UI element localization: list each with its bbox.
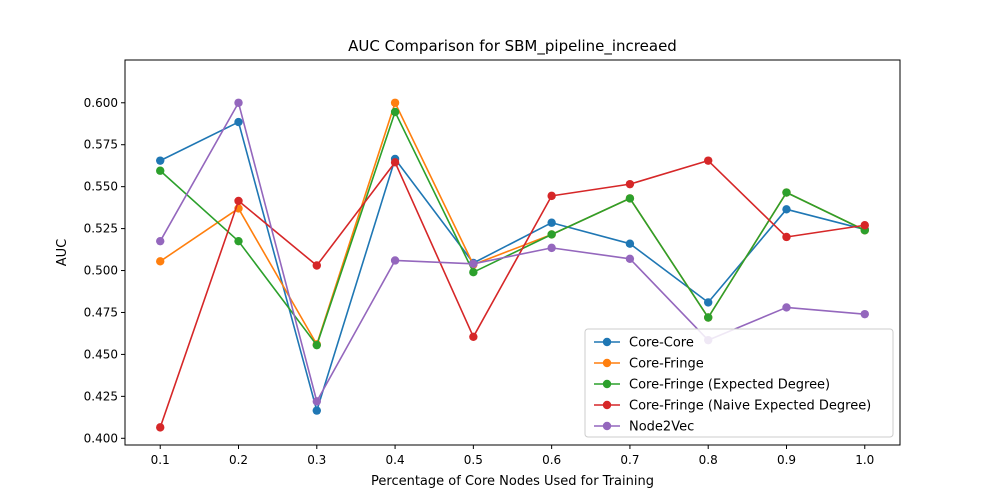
- legend-box: [584, 328, 894, 438]
- legend-marker-swatch: [602, 400, 612, 410]
- x-axis-label: Percentage of Core Nodes Used for Traini…: [371, 474, 654, 489]
- data-point-core-fringe-naive-expected-degree: [782, 232, 791, 242]
- data-point-node2vec: [547, 243, 556, 253]
- series-line-core-fringe-naive-expected-degree: [159, 159, 865, 428]
- chart-legend: Core-Core Core-Fringe Core-Fringe (Expecte…: [584, 328, 894, 438]
- y-tick-label: 0.475: [84, 305, 118, 319]
- x-tick-label: 0.4: [386, 453, 405, 467]
- legend-marker-swatch: [602, 358, 612, 368]
- legend-label: Core-Fringe (Naive Expected Degree): [629, 399, 871, 414]
- data-point-core-fringe-expected-degree: [390, 107, 400, 117]
- y-tick-label: 0.600: [84, 96, 118, 110]
- data-point-core-core: [234, 117, 243, 127]
- y-axis-ticks: 0.400 0.425 0.450 0.475 0.500 0.525 0.550 0.575…: [84, 96, 125, 445]
- data-point-core-fringe-naive-expected-degree: [390, 158, 400, 167]
- series-core-fringe-expected-degree: [156, 107, 869, 350]
- y-tick-label: 0.400: [84, 431, 118, 445]
- legend-item: Node2Vec: [594, 420, 694, 435]
- y-tick-label: 0.550: [84, 180, 118, 194]
- x-tick-label: 0.6: [542, 453, 561, 467]
- data-point-core-fringe-expected-degree: [312, 340, 321, 350]
- legend-label: Core-Fringe (Expected Degree): [629, 378, 830, 393]
- data-point-core-core: [704, 298, 713, 307]
- legend-item: Core-Fringe (Naive Expected Degree): [594, 399, 871, 414]
- data-point-core-fringe-naive-expected-degree: [156, 423, 165, 432]
- data-point-core-core: [547, 218, 556, 227]
- data-point-core-fringe-naive-expected-degree: [312, 261, 321, 270]
- y-tick-label: 0.425: [84, 389, 118, 403]
- data-point-node2vec: [625, 254, 635, 263]
- legend-marker-swatch: [602, 379, 612, 389]
- data-point-node2vec: [469, 259, 478, 269]
- data-point-core-core: [156, 156, 165, 165]
- data-point-core-fringe-expected-degree: [234, 236, 243, 246]
- data-point-core-core: [782, 205, 791, 214]
- data-point-core-fringe-expected-degree: [156, 166, 165, 175]
- y-tick-label: 0.525: [84, 222, 118, 236]
- x-tick-label: 0.7: [620, 453, 639, 467]
- data-point-core-fringe: [156, 257, 165, 266]
- legend-marker-swatch: [602, 337, 612, 347]
- data-point-core-fringe-naive-expected-degree: [469, 332, 478, 341]
- data-point-node2vec: [390, 256, 400, 265]
- data-point-core-core: [312, 406, 321, 415]
- data-point-node2vec: [782, 303, 791, 312]
- data-point-core-fringe-expected-degree: [547, 230, 556, 239]
- series-line-node2vec: [159, 101, 865, 403]
- data-point-core-fringe-expected-degree: [704, 313, 713, 322]
- data-point-core-fringe-naive-expected-degree: [860, 221, 869, 230]
- y-tick-label: 0.450: [84, 347, 118, 361]
- data-point-core-fringe-naive-expected-degree: [234, 196, 243, 206]
- legend-item: Core-Fringe: [594, 357, 704, 372]
- chart-title: AUC Comparison for SBM_pipeline_increaed: [348, 37, 677, 56]
- y-tick-label: 0.500: [84, 264, 118, 278]
- data-point-core-fringe-expected-degree: [782, 188, 791, 197]
- data-point-core-fringe-naive-expected-degree: [547, 191, 556, 201]
- legend-item: Core-Fringe (Expected Degree): [594, 378, 830, 393]
- plot-frame: [124, 59, 901, 446]
- data-point-core-core: [625, 239, 635, 248]
- data-point-core-fringe-naive-expected-degree: [625, 179, 635, 189]
- series-core-fringe: [156, 98, 869, 349]
- legend-label: Node2Vec: [629, 420, 694, 435]
- x-tick-label: 0.9: [777, 453, 796, 467]
- data-point-core-fringe-expected-degree: [625, 194, 635, 203]
- x-tick-label: 0.3: [307, 453, 326, 467]
- y-axis-label: AUC: [55, 239, 70, 267]
- data-point-core-fringe-naive-expected-degree: [704, 156, 713, 165]
- x-tick-label: 0.5: [464, 453, 483, 467]
- x-tick-label: 1.0: [855, 453, 874, 467]
- data-point-core-fringe-expected-degree: [469, 268, 478, 277]
- series-core-fringe-naive-expected-degree: [156, 156, 869, 432]
- legend-label: Core-Core: [629, 336, 694, 351]
- y-tick-label: 0.575: [84, 138, 118, 152]
- legend-item: Core-Core: [594, 336, 694, 351]
- x-tick-label: 0.8: [699, 453, 718, 467]
- legend-marker-swatch: [602, 421, 612, 431]
- x-tick-label: 0.1: [151, 453, 170, 467]
- data-point-node2vec: [156, 236, 165, 246]
- data-point-node2vec: [234, 98, 243, 107]
- data-point-node2vec: [860, 309, 869, 319]
- series-line-core-fringe-expected-degree: [159, 111, 866, 346]
- x-axis-ticks: 0.1 0.2 0.3 0.4 0.5 0.6 0.7 0.8 0.9 1.0: [151, 445, 874, 467]
- plot-area: [156, 98, 869, 432]
- legend-label: Core-Fringe: [629, 357, 704, 372]
- data-point-core-fringe: [390, 98, 400, 107]
- data-point-node2vec: [312, 397, 321, 406]
- x-tick-label: 0.2: [229, 453, 248, 467]
